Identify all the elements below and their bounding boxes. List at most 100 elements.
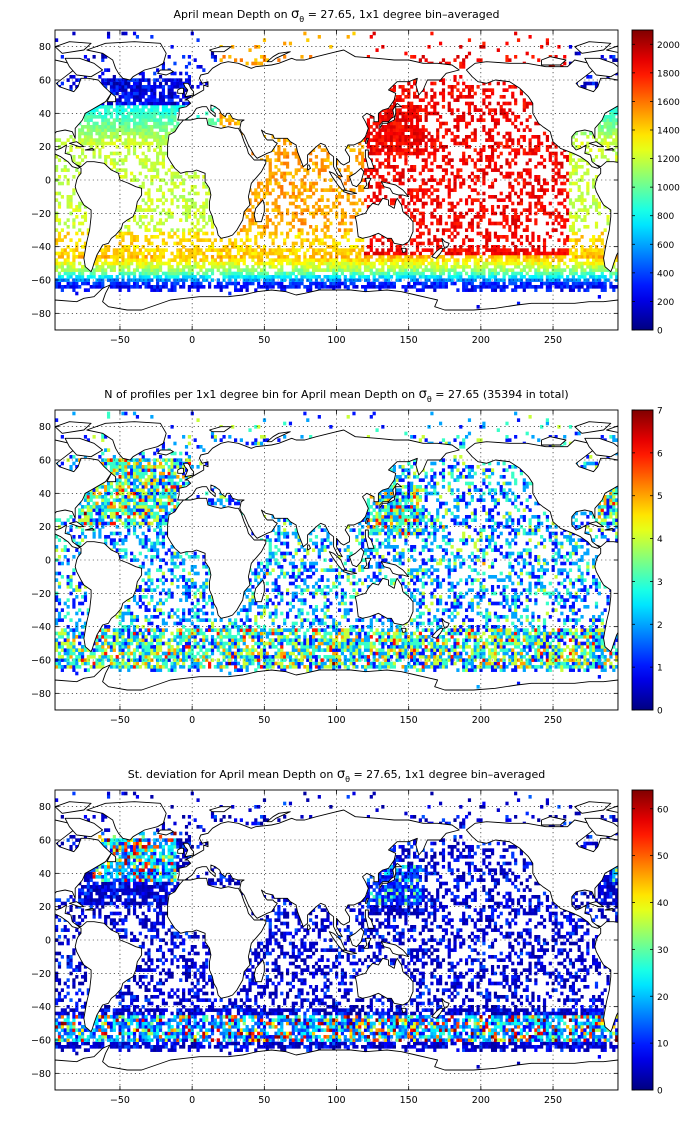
data-cell: [514, 125, 518, 129]
data-cell: [104, 115, 108, 119]
data-cell: [112, 251, 116, 256]
data-cell: [441, 78, 446, 82]
data-cell: [438, 201, 443, 206]
data-cell: [508, 108, 512, 112]
data-cell: [337, 241, 342, 246]
data-cell: [239, 275, 243, 279]
data-cell: [337, 251, 342, 256]
data-cell: [574, 51, 578, 56]
data-cell: [545, 135, 550, 139]
data-cell: [257, 185, 261, 189]
land-polygon: [541, 56, 567, 66]
data-cell: [349, 265, 353, 269]
data-cell: [516, 258, 521, 262]
data-cell: [467, 85, 472, 89]
data-cell: [161, 221, 166, 226]
data-cell: [372, 278, 376, 282]
data-cell: [199, 275, 203, 279]
data-cell: [568, 271, 573, 276]
data-cell: [150, 165, 154, 169]
data-cell: [60, 278, 64, 282]
data-cell: [83, 75, 88, 79]
data-cell: [493, 231, 498, 236]
data-cell: [430, 138, 434, 142]
data-cell: [340, 268, 345, 272]
data-cell: [104, 121, 108, 126]
data-cell: [164, 125, 168, 129]
data-cell: [184, 201, 189, 206]
data-cell: [421, 165, 425, 169]
data-cell: [496, 48, 500, 52]
data-cell: [280, 251, 284, 256]
data-cell: [161, 281, 166, 286]
data-cell: [392, 178, 396, 182]
data-cell: [173, 171, 177, 176]
data-cell: [519, 191, 524, 196]
data-cell: [453, 98, 457, 102]
data-cell: [222, 55, 226, 59]
data-cell: [234, 121, 238, 126]
data-cell: [389, 135, 394, 139]
data-cell: [138, 88, 142, 92]
data-cell: [173, 281, 177, 286]
data-cell: [297, 218, 301, 222]
data-cell: [589, 238, 593, 242]
data-cell: [462, 115, 466, 119]
data-cell: [540, 188, 544, 192]
data-cell: [179, 98, 183, 102]
data-cell: [277, 251, 281, 256]
data-cell: [522, 181, 526, 186]
data-cell: [83, 155, 88, 159]
data-cell: [132, 108, 137, 112]
data-cell: [389, 125, 394, 129]
data-cell: [488, 275, 492, 279]
data-cell: [502, 268, 506, 272]
data-cell: [554, 275, 558, 279]
data-cell: [323, 258, 327, 262]
data-cell: [444, 131, 448, 136]
data-cell: [326, 235, 330, 239]
data-cell: [297, 191, 301, 196]
data-cell: [182, 211, 186, 216]
data-cell: [121, 91, 125, 96]
data-cell: [453, 185, 457, 189]
data-cell: [600, 141, 604, 146]
data-cell: [459, 275, 463, 279]
data-cell: [280, 211, 284, 216]
data-cell: [464, 145, 469, 149]
data-cell: [384, 111, 388, 116]
data-cell: [542, 255, 547, 259]
data-cell: [138, 115, 142, 119]
data-cell: [415, 281, 420, 286]
data-cell: [594, 281, 599, 286]
map-panel-2: N of profiles per 1x1 degree bin for Apr…: [31, 387, 663, 726]
data-cell: [329, 188, 333, 192]
data-cell: [462, 155, 466, 159]
data-cell: [548, 278, 552, 282]
data-cell: [153, 275, 157, 279]
data-cell: [545, 231, 550, 236]
data-cell: [479, 215, 483, 219]
data-cell: [609, 128, 613, 132]
data-cell: [410, 275, 414, 279]
data-cell: [404, 161, 408, 166]
data-cell: [291, 268, 295, 272]
data-cell: [101, 55, 105, 59]
data-cell: [470, 245, 474, 249]
data-cell: [603, 138, 607, 142]
data-cell: [277, 248, 281, 252]
data-cell: [294, 281, 298, 286]
data-cell: [413, 165, 417, 169]
data-cell: [545, 181, 550, 186]
data-cell: [566, 171, 570, 176]
data-cell: [459, 95, 463, 99]
data-cell: [121, 285, 125, 289]
data-cell: [150, 198, 154, 202]
data-cell: [571, 251, 575, 256]
data-cell: [340, 221, 345, 226]
data-cell: [167, 235, 171, 239]
data-cell: [609, 118, 613, 122]
data-cell: [228, 241, 232, 246]
data-cell: [72, 225, 76, 229]
data-cell: [303, 285, 307, 289]
